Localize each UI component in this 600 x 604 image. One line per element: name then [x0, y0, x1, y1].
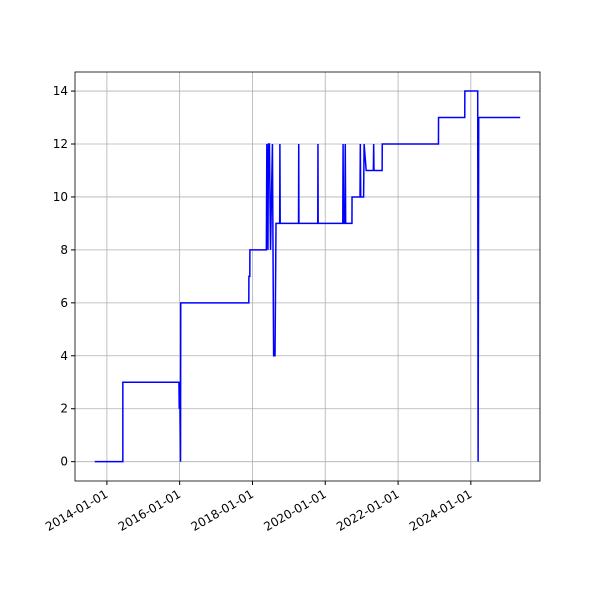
y-tick-label: 14 [53, 84, 68, 98]
y-tick-label: 8 [60, 243, 68, 257]
y-tick-label: 4 [60, 349, 68, 363]
line-series [94, 90, 521, 463]
y-tick-label: 6 [60, 296, 68, 310]
y-tick-label: 12 [53, 137, 68, 151]
y-tick-label: 2 [60, 402, 68, 416]
y-tick-label: 0 [60, 455, 68, 469]
axes-frame [74, 71, 541, 482]
y-tick-label: 10 [53, 190, 68, 204]
